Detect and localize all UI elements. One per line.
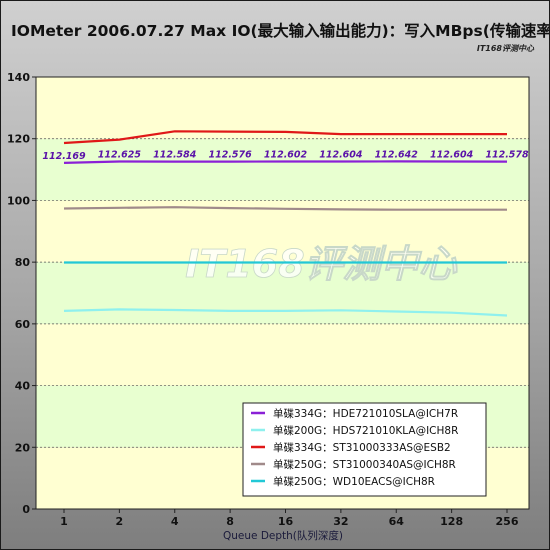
y-tick-label: 140 [7,71,30,84]
data-label: 112.602 [264,150,308,161]
plot-band [36,323,529,386]
legend-entry: 单碟334G：ST31000333AS@ESB2 [273,441,451,454]
legend-entry: 单碟200G：HDS721010KLA@ICH8R [273,424,458,437]
data-label: 112.604 [319,150,363,161]
y-tick-label: 100 [7,194,30,207]
y-tick-label: 40 [15,380,31,393]
data-label: 112.625 [98,149,142,160]
x-tick-label: 1 [60,515,68,528]
legend-entry: 单碟250G：WD10EACS@ICH8R [273,475,435,488]
x-axis-label: Queue Depth(队列深度) [223,529,343,542]
x-tick-label: 32 [333,515,348,528]
series-line-3 [63,130,507,145]
series-line-4 [63,206,507,211]
chart-title: IOMeter 2006.07.27 Max IO(最大输入输出能力)：写入MB… [11,21,549,40]
series-line-1 [63,160,508,164]
legend-entry: 单碟250G：ST31000340AS@ICH8R [273,458,456,471]
plot-band [36,77,529,139]
x-tick-label: 4 [171,515,179,528]
y-tick-label: 20 [15,441,31,454]
data-label: 112.576 [208,150,252,161]
x-tick-label: 64 [389,515,405,528]
x-tick-label: 8 [226,515,234,528]
data-label: 112.604 [430,150,474,161]
x-tick-label: 2 [116,515,124,528]
data-label: 112.584 [153,150,197,161]
series-line-2 [63,308,508,317]
y-tick-label: 120 [7,133,30,146]
x-tick-label: 16 [278,515,294,528]
data-label: 112.578 [485,150,529,161]
x-tick-label: 128 [440,515,463,528]
y-tick-label: 0 [22,503,30,516]
plot-watermark: IT168评测中心 [185,242,457,286]
plot-border [35,76,530,510]
legend: 单碟334G：HDE721010SLA@ICH7R 单碟200G：HDS72101… [242,402,487,497]
data-label: 112.642 [375,149,419,160]
y-tick-label: 80 [15,256,31,269]
legend-box [242,402,487,497]
data-label: 112.169 [42,151,86,162]
chart-watermark-small: IT168评测中心 [477,44,535,53]
y-tick-label: 60 [15,318,31,331]
legend-entry: 单碟334G：HDE721010SLA@ICH7R [273,407,458,420]
x-tick-label: 256 [496,515,519,528]
plot-area: IT168评测中心 0 20 40 60 80 100 120 140 1 2 4 8 16 32 64 128… [7,71,530,528]
plot-band [36,138,529,201]
